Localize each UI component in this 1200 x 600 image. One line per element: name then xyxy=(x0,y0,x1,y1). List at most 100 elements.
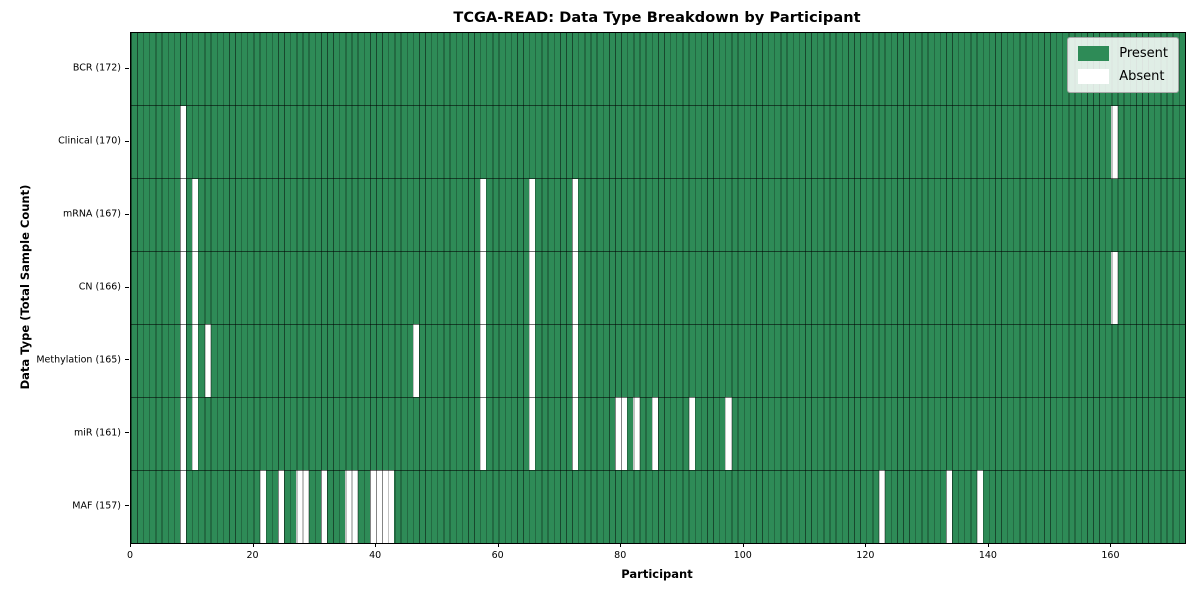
absent-cell xyxy=(1111,251,1118,325)
ytick-label: Methylation (165) xyxy=(36,354,121,366)
x-axis-label: Participant xyxy=(621,567,693,581)
absent-cell xyxy=(180,105,187,179)
xtick-mark xyxy=(497,543,499,547)
absent-cell xyxy=(345,470,352,543)
row-separator-line xyxy=(131,396,1185,398)
row-separator-line xyxy=(131,469,1185,471)
xtick-label: 160 xyxy=(1101,550,1120,561)
y-axis: BCR (172) Clinical (170) mRNA (167) CN (166… xyxy=(0,32,130,542)
row-separator-line xyxy=(131,251,1185,253)
absent-cell xyxy=(296,470,303,543)
absent-cell xyxy=(878,470,885,543)
absent-cell xyxy=(180,470,187,543)
chart-title: TCGA-READ: Data Type Breakdown by Partic… xyxy=(453,10,861,26)
absent-cell xyxy=(180,251,187,325)
absent-cell xyxy=(204,324,211,398)
absent-cell xyxy=(192,397,199,471)
legend-absent-label: Absent xyxy=(1119,69,1165,84)
absent-cell xyxy=(529,251,536,325)
absent-cell xyxy=(651,397,658,471)
ytick-label: Clinical (170) xyxy=(58,135,121,147)
absent-cell xyxy=(688,397,695,471)
legend-present-label: Present xyxy=(1119,46,1168,61)
absent-cell xyxy=(192,178,199,252)
absent-cell xyxy=(946,470,953,543)
x-axis: 0 20 40 60 80 100 120 140 160 xyxy=(126,543,1184,577)
absent-cell xyxy=(192,324,199,398)
xtick-label: 0 xyxy=(126,550,134,561)
absent-cell xyxy=(529,178,536,252)
xtick-mark xyxy=(987,543,989,547)
ytick-label: MAF (157) xyxy=(72,500,121,512)
legend: Present Absent xyxy=(1067,37,1179,93)
absent-cell xyxy=(351,470,358,543)
absent-cell xyxy=(180,397,187,471)
legend-present-swatch xyxy=(1078,46,1110,61)
absent-cell xyxy=(320,470,328,543)
absent-cell xyxy=(259,470,266,543)
row-separator-line xyxy=(131,105,1185,107)
absent-cell xyxy=(572,324,579,398)
ytick-label: miR (161) xyxy=(73,427,121,439)
xtick-label: 60 xyxy=(491,550,504,561)
absent-cell xyxy=(615,397,622,471)
xtick-label: 140 xyxy=(978,550,997,561)
row-separator-line xyxy=(131,323,1185,325)
absent-cell xyxy=(302,470,309,543)
absent-cell xyxy=(412,324,419,398)
legend-item-present: Present xyxy=(1078,46,1168,61)
row-separator-line xyxy=(131,178,1185,180)
absent-cell xyxy=(192,251,199,325)
absent-cell xyxy=(529,324,536,398)
absent-cell xyxy=(725,397,732,471)
absent-cell xyxy=(180,178,187,252)
ytick-mark xyxy=(125,432,129,434)
absent-cell xyxy=(976,470,983,543)
absent-cell xyxy=(388,470,395,543)
absent-cell xyxy=(369,470,377,543)
ytick-mark xyxy=(125,359,129,361)
absent-cell xyxy=(376,470,383,543)
absent-cell xyxy=(1111,105,1118,179)
plot-area: Present Absent xyxy=(130,32,1186,544)
row-separators xyxy=(131,33,1185,543)
xtick-mark xyxy=(620,543,622,547)
xtick-mark xyxy=(375,543,377,547)
legend-item-absent: Absent xyxy=(1078,69,1168,84)
xtick-mark xyxy=(252,543,254,547)
ytick-label: CN (166) xyxy=(78,281,121,293)
absent-cell xyxy=(621,397,628,471)
ytick-mark xyxy=(125,140,129,142)
absent-cell xyxy=(572,251,579,325)
xtick-label: 80 xyxy=(614,550,627,561)
xtick-label: 120 xyxy=(856,550,875,561)
xtick-label: 40 xyxy=(369,550,382,561)
xtick-mark xyxy=(130,543,131,547)
cell-gridlines xyxy=(131,33,1185,543)
ytick-mark xyxy=(125,286,129,288)
ytick-mark xyxy=(125,213,129,215)
absent-cell xyxy=(480,397,487,471)
absent-cell xyxy=(529,397,536,471)
legend-absent-swatch xyxy=(1078,69,1110,84)
absent-cell xyxy=(572,178,579,252)
xtick-label: 20 xyxy=(246,550,259,561)
xtick-mark xyxy=(742,543,744,547)
ytick-mark xyxy=(125,505,129,507)
absent-cell xyxy=(480,178,487,252)
absent-cell xyxy=(633,397,640,471)
absent-cell xyxy=(572,397,579,471)
absent-cell xyxy=(382,470,389,543)
ytick-mark xyxy=(125,67,129,69)
xtick-mark xyxy=(1110,543,1112,547)
absent-cell xyxy=(180,324,187,398)
ytick-label: mRNA (167) xyxy=(62,208,121,220)
absent-cell xyxy=(480,324,487,398)
heatmap-cells xyxy=(131,33,1185,543)
absent-cell xyxy=(278,470,285,543)
xtick-mark xyxy=(865,543,867,547)
ytick-label: BCR (172) xyxy=(72,62,121,74)
xtick-label: 100 xyxy=(733,550,752,561)
absent-cell xyxy=(480,251,487,325)
